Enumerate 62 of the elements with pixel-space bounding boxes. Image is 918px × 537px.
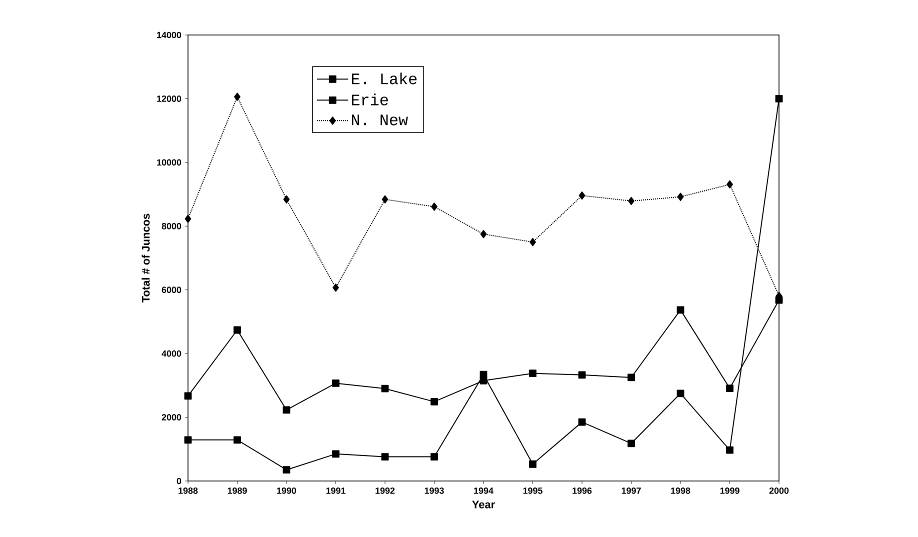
point	[332, 450, 340, 458]
x-tick-label: 2000	[769, 488, 789, 494]
point	[184, 436, 192, 444]
x-tick-label: 1996	[572, 488, 592, 494]
x-axis-title: Year	[472, 500, 495, 508]
y-tick-label: 10000	[157, 159, 182, 166]
x-tick-label: 1988	[178, 488, 198, 494]
point	[529, 370, 536, 378]
point	[332, 379, 340, 387]
legend-label: N. New	[352, 114, 408, 126]
point	[431, 202, 438, 211]
x-tick-label: 1999	[720, 488, 740, 494]
point	[676, 390, 684, 398]
point	[529, 460, 536, 468]
point	[726, 446, 734, 454]
point	[184, 392, 192, 400]
x-tick-label: 1993	[424, 488, 444, 494]
point	[628, 374, 635, 382]
point	[430, 398, 438, 406]
y-tick-label: 4000	[162, 350, 182, 357]
x-tick-label: 1991	[326, 488, 346, 494]
point	[234, 92, 240, 101]
point	[578, 371, 586, 379]
point	[628, 196, 634, 206]
point	[283, 195, 290, 204]
legend-label: Erie	[352, 94, 388, 106]
point	[578, 191, 586, 200]
point	[530, 238, 536, 246]
point	[430, 453, 438, 460]
point	[578, 418, 586, 426]
point	[677, 192, 684, 201]
point	[628, 440, 635, 448]
point	[282, 406, 290, 414]
y-tick-label: 12000	[157, 96, 182, 102]
legend-label: E. Lake	[352, 72, 417, 84]
x-tick-label: 1992	[376, 488, 395, 494]
point	[234, 326, 241, 334]
y-axis-title: Total # of Juncos	[142, 214, 150, 303]
x-tick-label: 1997	[622, 488, 641, 494]
point	[381, 384, 389, 392]
point	[480, 230, 487, 238]
point	[282, 466, 290, 474]
x-tick-label: 1994	[474, 488, 494, 494]
point	[234, 436, 241, 444]
point	[332, 284, 339, 292]
point	[676, 306, 684, 314]
point	[480, 370, 488, 378]
x-tick-label: 1989	[228, 488, 247, 494]
point	[382, 195, 388, 204]
y-tick-label: 8000	[162, 222, 182, 230]
y-tick-label: 0	[176, 478, 182, 484]
point	[381, 453, 389, 460]
x-tick-label: 1990	[277, 488, 296, 494]
y-tick-label: 6000	[162, 286, 182, 294]
x-tick-label: 1998	[671, 488, 690, 494]
y-tick-label: 14000	[157, 32, 182, 38]
point	[726, 384, 734, 392]
x-tick-label: 1995	[523, 488, 542, 494]
point	[726, 180, 733, 189]
y-tick-label: 2000	[162, 414, 182, 420]
point	[775, 95, 783, 102]
point	[184, 214, 192, 223]
